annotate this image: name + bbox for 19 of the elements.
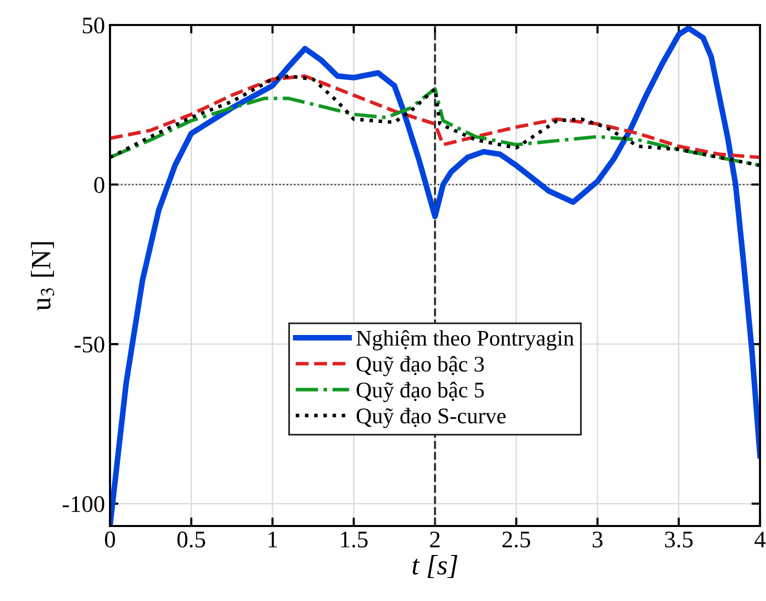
legend-label: Quỹ đạo bậc 5 xyxy=(356,382,484,402)
legend-label: Nghiệm theo Pontryagin xyxy=(356,330,574,350)
x-tick-label: 3.5 xyxy=(665,532,693,548)
y-tick-label: -100 xyxy=(62,496,104,512)
x-tick-label: 2.5 xyxy=(502,532,530,548)
x-tick-label: 0.5 xyxy=(177,532,206,548)
x-tick-label: 1 xyxy=(268,532,277,548)
x-tick-label: 2 xyxy=(430,532,440,548)
x-tick-label: 4 xyxy=(754,532,766,548)
y-axis-title: u$_{3}$ [N] xyxy=(30,242,54,311)
y-tick-label: 0 xyxy=(94,177,104,193)
x-tick-label: 1.5 xyxy=(341,532,368,548)
x-tick-label: 0 xyxy=(104,532,116,548)
legend-label: Quỹ đạo bậc 3 xyxy=(356,356,484,376)
x-axis-title: t [s] xyxy=(412,555,458,578)
x-tick-label: 3 xyxy=(592,532,602,548)
y-tick-label: 50 xyxy=(82,17,104,34)
y-tick-label: -50 xyxy=(74,336,104,353)
legend-label: Quỹ đạo S-curve xyxy=(356,408,506,428)
